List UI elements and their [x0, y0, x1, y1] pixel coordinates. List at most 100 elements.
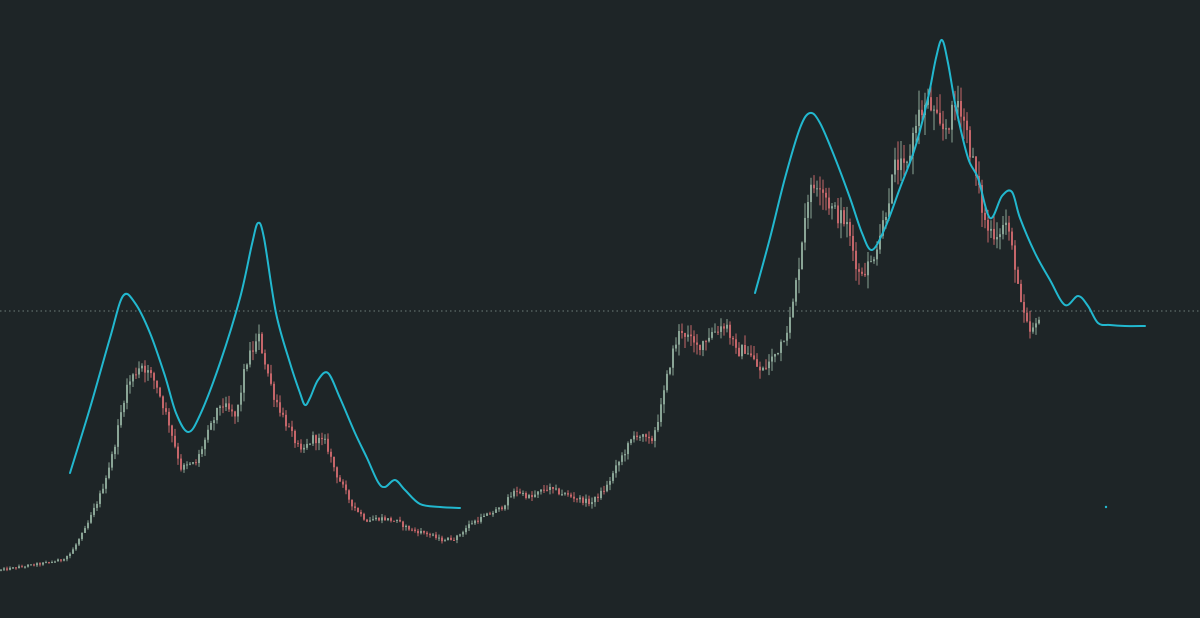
candle-body — [252, 350, 254, 352]
candle-body — [168, 411, 170, 426]
candle — [564, 492, 566, 496]
candle — [495, 506, 497, 513]
candle-body — [294, 430, 296, 444]
candle-body — [687, 334, 689, 337]
candle-body — [267, 364, 269, 374]
candle — [711, 327, 713, 340]
candle-body — [57, 559, 59, 562]
candle — [141, 363, 143, 372]
candle-body — [972, 156, 974, 158]
candle — [18, 564, 20, 569]
candle-body — [369, 520, 371, 522]
candle — [552, 486, 554, 494]
candle-body — [975, 156, 977, 176]
candle-body — [933, 109, 935, 111]
candle-body — [480, 516, 482, 522]
candle-body — [204, 439, 206, 450]
candle — [273, 381, 275, 407]
candle — [681, 323, 683, 339]
candle — [600, 487, 602, 500]
candle — [45, 560, 47, 564]
candle-body — [519, 491, 521, 494]
candle — [108, 462, 110, 480]
candle-body — [990, 228, 992, 231]
candle-body — [579, 497, 581, 500]
candle — [1011, 227, 1013, 250]
candle-body — [75, 544, 77, 550]
candle — [102, 483, 104, 494]
candle — [42, 561, 44, 566]
candle-body — [183, 464, 185, 470]
candle — [78, 538, 80, 547]
candle — [819, 176, 821, 206]
candle-body — [546, 489, 548, 491]
candle-body — [603, 490, 605, 492]
candle — [855, 242, 857, 281]
candle — [261, 332, 263, 355]
candle-body — [417, 530, 419, 534]
candle-body — [651, 438, 653, 441]
candle — [699, 344, 701, 356]
candle — [531, 491, 533, 502]
candle — [453, 537, 455, 541]
candle-body — [1035, 323, 1037, 328]
candle — [639, 435, 641, 441]
candle-body — [282, 412, 284, 415]
candle-body — [906, 161, 908, 163]
candle-body — [393, 520, 395, 522]
candle — [645, 433, 647, 442]
candle — [216, 407, 218, 424]
candle-body — [759, 366, 761, 371]
candle — [720, 318, 722, 339]
candle-body — [144, 365, 146, 373]
candle — [27, 563, 29, 568]
candle-body — [867, 261, 869, 276]
candle-body — [345, 484, 347, 491]
candle — [618, 460, 620, 472]
candle-body — [18, 566, 20, 569]
candle — [678, 324, 680, 356]
candle — [285, 410, 287, 431]
candle-body — [114, 446, 116, 455]
candle-body — [714, 331, 716, 333]
candle-body — [450, 537, 452, 540]
candle — [624, 449, 626, 462]
candle-body — [840, 210, 842, 224]
candle-body — [678, 330, 680, 345]
candle-body — [627, 443, 629, 455]
candle-body — [663, 390, 665, 405]
candle — [750, 345, 752, 358]
candle — [186, 461, 188, 470]
candle — [477, 516, 479, 524]
candle — [948, 127, 950, 134]
candle-body — [165, 408, 167, 412]
candle — [627, 441, 629, 460]
candle — [1023, 294, 1025, 323]
candle-body — [717, 331, 719, 333]
candle-body — [510, 496, 512, 498]
candle-body — [306, 443, 308, 448]
candle-body — [549, 487, 551, 490]
candle-body — [120, 412, 122, 426]
candle — [534, 490, 536, 498]
candle — [963, 108, 965, 140]
candle-body — [711, 332, 713, 338]
candle — [873, 256, 875, 264]
candle — [996, 222, 998, 249]
candle-body — [54, 561, 56, 563]
candle-body — [468, 524, 470, 529]
candle-body — [240, 392, 242, 405]
candle-body — [33, 564, 35, 566]
candle-body — [1026, 312, 1028, 322]
candle-body — [777, 352, 779, 355]
candle — [381, 513, 383, 524]
candle — [30, 564, 32, 566]
candle — [693, 330, 695, 353]
candle — [207, 425, 209, 443]
candle-body — [945, 128, 947, 130]
candle — [525, 491, 527, 500]
candle — [252, 341, 254, 361]
candle-body — [414, 529, 416, 531]
candle — [231, 404, 233, 417]
